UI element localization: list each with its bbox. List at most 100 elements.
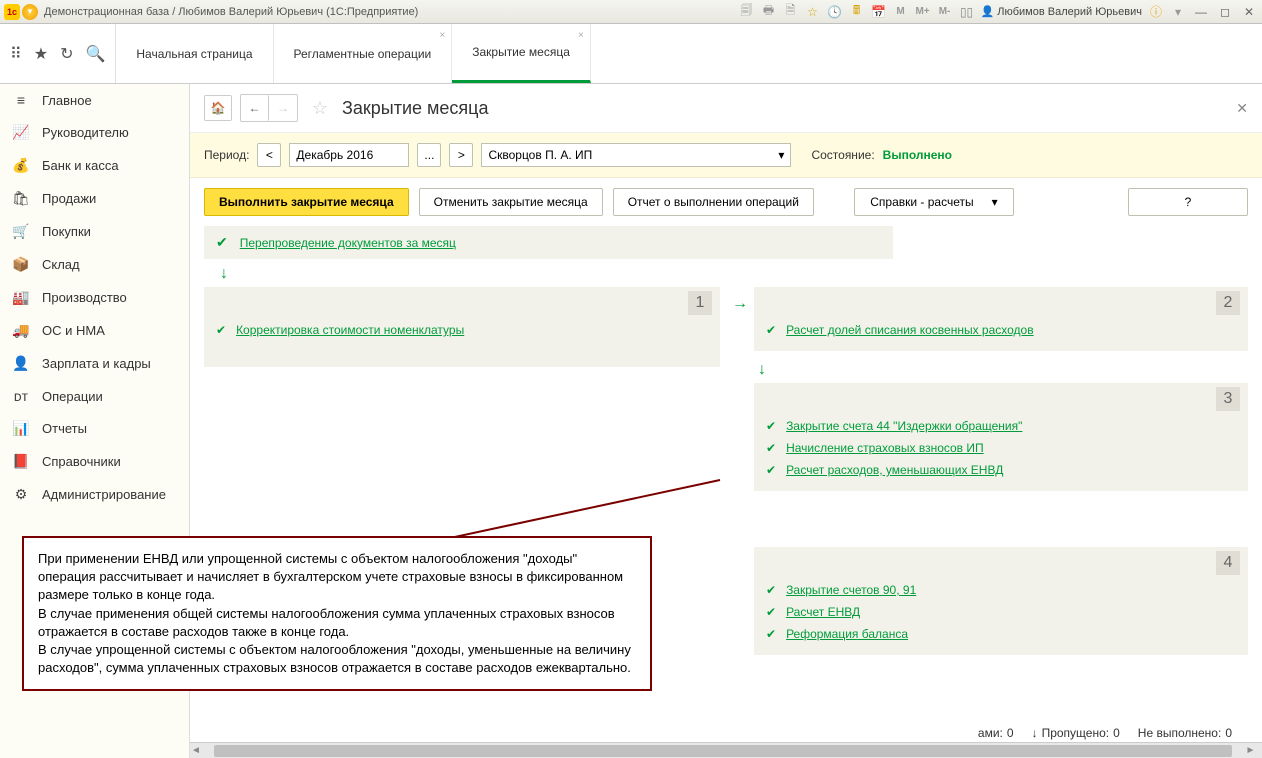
- help-button[interactable]: ?: [1128, 188, 1248, 216]
- op-link[interactable]: Реформация баланса: [786, 627, 908, 641]
- callout-text: При применении ЕНВД или упрощенной систе…: [38, 550, 636, 677]
- horizontal-scrollbar[interactable]: ◄ ►: [190, 742, 1262, 758]
- block-number: 4: [1216, 551, 1240, 575]
- doc-icon[interactable]: 🗎: [783, 4, 799, 20]
- sidebar-item-admin[interactable]: ⚙Администрирование: [0, 478, 189, 511]
- panel-icon[interactable]: ▯▯: [959, 4, 975, 20]
- sidebar-item-production[interactable]: 🏭Производство: [0, 281, 189, 314]
- app-logo-icon: 1c: [4, 4, 20, 20]
- chart-icon: 📈: [12, 124, 30, 141]
- check-icon: ✔: [766, 627, 776, 641]
- info-icon[interactable]: ⓘ: [1148, 4, 1164, 20]
- tab-month-closing[interactable]: Закрытие месяца ×: [452, 24, 591, 83]
- app-menu-dropdown[interactable]: ▼: [22, 4, 38, 20]
- arrow-right-icon: →: [732, 295, 748, 313]
- check-icon: ✔: [216, 234, 228, 251]
- period-input[interactable]: Декабрь 2016: [289, 143, 409, 167]
- sidebar-item-bank[interactable]: 💰Банк и касса: [0, 149, 189, 182]
- money-icon: 💰: [12, 157, 30, 174]
- tab-close-icon[interactable]: ×: [439, 30, 445, 41]
- close-page-button[interactable]: ✕: [1236, 100, 1248, 117]
- minimize-button[interactable]: —: [1192, 4, 1210, 20]
- period-next-button[interactable]: >: [449, 143, 473, 167]
- state-label: Состояние:: [811, 148, 874, 162]
- check-icon: ✔: [766, 441, 776, 455]
- report-button[interactable]: Отчет о выполнении операций: [613, 188, 814, 216]
- action-bar: Выполнить закрытие месяца Отменить закры…: [190, 178, 1262, 226]
- home-button[interactable]: 🏠: [204, 95, 232, 121]
- sidebar-item-hr[interactable]: 👤Зарплата и кадры: [0, 347, 189, 380]
- period-bar: Период: < Декабрь 2016 ... > Скворцов П.…: [190, 133, 1262, 178]
- maximize-button[interactable]: ◻: [1216, 4, 1234, 20]
- check-icon: ✔: [766, 419, 776, 433]
- op-link[interactable]: Закрытие счетов 90, 91: [786, 583, 916, 597]
- check-icon: ✔: [216, 323, 226, 337]
- step-block-4: 4 ✔ Закрытие счетов 90, 91 ✔ Расчет ЕНВД ✔…: [754, 547, 1248, 655]
- tab-scheduled-ops[interactable]: Регламентные операции ×: [274, 24, 453, 83]
- info-dropdown-icon[interactable]: ▾: [1170, 4, 1186, 20]
- favorite-toggle[interactable]: ☆: [306, 95, 334, 121]
- sidebar-item-reports[interactable]: 📊Отчеты: [0, 412, 189, 445]
- forward-button[interactable]: →: [269, 95, 297, 121]
- tab-start-page[interactable]: Начальная страница: [116, 24, 273, 83]
- person-icon: 👤: [12, 355, 30, 372]
- search-icon[interactable]: 🔍: [85, 44, 105, 64]
- step-block-2: 2 ✔Расчет долей списания косвенных расхо…: [754, 287, 1248, 351]
- m-minus-icon[interactable]: M-: [937, 4, 953, 20]
- print-icon[interactable]: 🖶: [761, 4, 777, 20]
- m-plus-icon[interactable]: M+: [915, 4, 931, 20]
- apps-grid-icon[interactable]: ⠿: [10, 44, 22, 64]
- status-bar-summary: ами: 0 ↓ Пропущено: 0 Не выполнено: 0: [978, 726, 1232, 740]
- org-select[interactable]: Скворцов П. А. ИП ▾: [481, 143, 791, 167]
- sidebar-item-sales[interactable]: 🛍Продажи: [0, 182, 189, 215]
- favorite-star-icon[interactable]: ☆: [805, 4, 821, 20]
- op-link[interactable]: Расчет долей списания косвенных расходов: [786, 323, 1034, 337]
- sidebar-item-references[interactable]: 📕Справочники: [0, 445, 189, 478]
- m-icon[interactable]: M: [893, 4, 909, 20]
- tab-close-icon[interactable]: ×: [578, 30, 584, 41]
- top-toolbar: ⠿ ★ ↻ 🔍 Начальная страница Регламентные …: [0, 24, 1262, 84]
- references-button[interactable]: Справки - расчеты ▾: [854, 188, 1014, 216]
- sidebar-item-operations[interactable]: ᴅᴛОперации: [0, 380, 189, 412]
- user-icon: 👤: [981, 5, 995, 18]
- calendar-icon[interactable]: 📅: [871, 4, 887, 20]
- gear-icon: ⚙: [12, 486, 30, 503]
- window-title: Демонстрационная база / Любимов Валерий …: [44, 6, 739, 18]
- book-icon: 📕: [12, 453, 30, 470]
- chevron-down-icon: ▾: [992, 195, 998, 209]
- history-icon[interactable]: 🕓: [827, 4, 843, 20]
- period-more-button[interactable]: ...: [417, 143, 441, 167]
- factory-icon: 🏭: [12, 289, 30, 306]
- op-link-highlighted[interactable]: Начисление страховых взносов ИП: [786, 441, 984, 455]
- home-icon: ≡: [12, 92, 30, 108]
- op-link[interactable]: Расчет ЕНВД: [786, 605, 860, 619]
- op-link[interactable]: Закрытие счета 44 "Издержки обращения": [786, 419, 1022, 433]
- sidebar-item-assets[interactable]: 🚚ОС и НМА: [0, 314, 189, 347]
- sidebar-item-main[interactable]: ≡Главное: [0, 84, 189, 116]
- check-icon: ✔: [766, 605, 776, 619]
- current-user[interactable]: 👤 Любимов Валерий Юрьевич: [981, 5, 1142, 18]
- scrollbar-thumb[interactable]: [214, 745, 1232, 757]
- op-link[interactable]: Расчет расходов, уменьшающих ЕНВД: [786, 463, 1003, 477]
- toolbar-icon-1[interactable]: 🗐: [739, 4, 755, 20]
- execute-button[interactable]: Выполнить закрытие месяца: [204, 188, 409, 216]
- back-button[interactable]: ←: [241, 95, 269, 121]
- check-icon: ✔: [766, 583, 776, 597]
- state-value: Выполнено: [883, 148, 952, 162]
- close-window-button[interactable]: ✕: [1240, 4, 1258, 20]
- check-icon: ✔: [766, 463, 776, 477]
- cancel-button[interactable]: Отменить закрытие месяца: [419, 188, 603, 216]
- op-link[interactable]: Корректировка стоимости номенклатуры: [236, 323, 464, 337]
- history-nav-icon[interactable]: ↻: [60, 44, 73, 64]
- sidebar-item-manager[interactable]: 📈Руководителю: [0, 116, 189, 149]
- calculator-icon[interactable]: 🖩: [849, 4, 865, 20]
- star-icon[interactable]: ★: [34, 44, 48, 64]
- window-titlebar: 1c ▼ Демонстрационная база / Любимов Вал…: [0, 0, 1262, 24]
- reposting-link[interactable]: Перепроведение документов за месяц: [240, 236, 456, 250]
- period-prev-button[interactable]: <: [257, 143, 281, 167]
- sidebar-item-warehouse[interactable]: 📦Склад: [0, 248, 189, 281]
- step-block-3: 3 ✔Закрытие счета 44 "Издержки обращения…: [754, 383, 1248, 491]
- sidebar-item-purchases[interactable]: 🛒Покупки: [0, 215, 189, 248]
- scroll-left-icon[interactable]: ◄: [190, 745, 202, 756]
- scroll-right-icon[interactable]: ►: [1244, 745, 1256, 756]
